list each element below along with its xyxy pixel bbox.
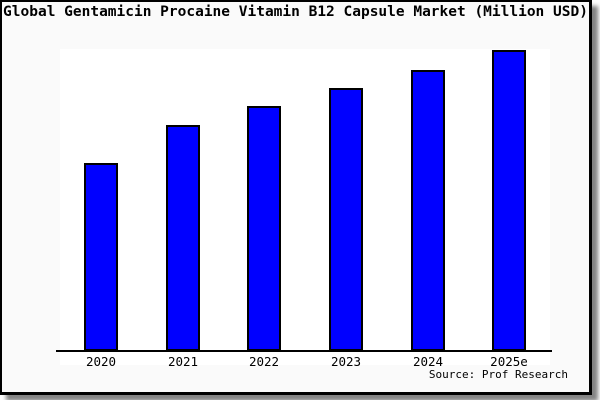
plot-area: 2020 2021 2022 2023 2024 2025e (56, 49, 552, 369)
source-note: Source: Prof Research (428, 368, 568, 381)
bar-2022 (247, 106, 281, 351)
bar-2023 (329, 88, 363, 351)
x-axis-line (56, 350, 552, 352)
x-tick-label-2024: 2024 (412, 354, 444, 369)
bar-2021 (166, 125, 200, 351)
x-tick-label-2021: 2021 (167, 354, 199, 369)
x-tick-label-2020: 2020 (85, 354, 117, 369)
bar-2024 (411, 70, 445, 351)
bar-2025e (492, 50, 526, 351)
chart-title: Global Gentamicin Procaine Vitamin B12 C… (3, 4, 588, 20)
x-tick-label-2022: 2022 (248, 354, 280, 369)
chart-figure: Global Gentamicin Procaine Vitamin B12 C… (0, 0, 592, 395)
x-tick-label-2025e: 2025e (490, 354, 528, 369)
x-tick-label-2023: 2023 (330, 354, 362, 369)
bar-2020 (84, 163, 118, 351)
